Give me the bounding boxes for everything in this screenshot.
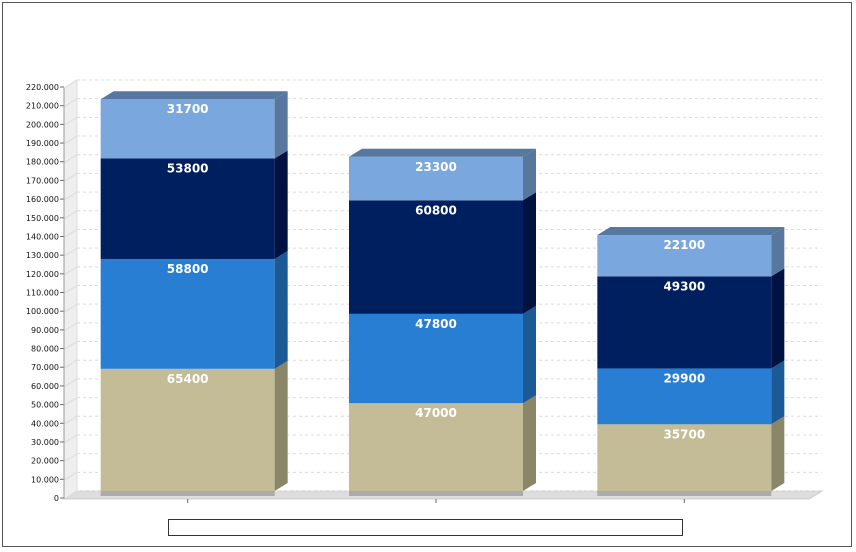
data-label: 47000 <box>415 406 457 420</box>
bar-segment <box>349 313 523 404</box>
y-tick-label: 220.000 <box>26 83 59 92</box>
grid-line-depth <box>63 116 78 126</box>
y-tick-label: 200.000 <box>26 120 59 129</box>
y-tick-label: 90.000 <box>31 326 59 335</box>
bar-segment-side <box>274 360 288 491</box>
grid-line-depth <box>63 322 78 332</box>
y-tick-label: 180.000 <box>26 158 59 167</box>
grid-line-depth <box>63 434 78 444</box>
grid-line-depth <box>63 172 78 182</box>
data-label: 47800 <box>415 317 457 331</box>
bar-base <box>597 491 772 496</box>
data-label: 22100 <box>663 238 705 252</box>
grid-line-depth <box>63 285 78 294</box>
bars <box>100 91 785 496</box>
bar-top-face <box>597 227 785 236</box>
y-tick-label: 140.000 <box>26 232 59 241</box>
bar-segment-side <box>274 150 288 259</box>
y-tick-label: 20.000 <box>31 457 59 466</box>
grid-line-depth <box>63 229 78 238</box>
grid-line-depth <box>63 453 78 463</box>
data-label: 49300 <box>663 279 705 293</box>
bar-segment <box>100 99 275 159</box>
y-tick-label: 30.000 <box>31 438 59 447</box>
y-tick-label: 120.000 <box>26 270 59 279</box>
y-tick-label: 60.000 <box>31 382 59 391</box>
bar-segment <box>100 158 275 259</box>
bar-segment-side <box>771 360 785 425</box>
data-label: 58800 <box>167 262 209 276</box>
grid-line-depth <box>63 378 78 388</box>
bar-base <box>100 491 275 496</box>
y-tick-label: 190.000 <box>26 139 59 148</box>
legend <box>168 519 683 536</box>
grid-line-depth <box>63 397 78 407</box>
y-tick-label: 40.000 <box>31 419 59 428</box>
y-axis: 0 10.000 20.000 30.000 40.000 50.000 60.000 70.… <box>26 83 685 503</box>
bar-segment-side <box>274 91 288 159</box>
grid-line-depth <box>63 191 78 201</box>
grid-line-depth <box>63 490 78 500</box>
y-tick-label: 0 <box>54 494 59 503</box>
bar-segment-side <box>523 148 536 201</box>
data-label: 35700 <box>663 427 705 441</box>
data-labels: 65400 58800 53800 31700 47000 47800 60800 23300… <box>167 102 705 441</box>
y-tick-label: 100.000 <box>26 307 59 316</box>
bar-segment-side <box>523 305 536 404</box>
grid-line-depth <box>63 359 78 369</box>
bar-top-face <box>100 91 288 100</box>
bar-segment <box>597 368 772 425</box>
data-label: 23300 <box>415 160 457 174</box>
bar-segment-side <box>274 250 288 369</box>
bar-segment <box>597 235 772 277</box>
bar-segment-side <box>523 192 536 314</box>
bar-segment-side <box>771 227 785 277</box>
grid-line-depth <box>63 98 78 108</box>
y-tick-label: 10.000 <box>31 475 59 484</box>
grid-line-depth <box>63 471 78 481</box>
bar-segment <box>349 200 523 314</box>
grid-line-depth <box>63 79 78 89</box>
bar-segment-side <box>771 416 785 491</box>
bar-segment <box>597 424 772 491</box>
grid-line-depth <box>63 266 78 276</box>
bar-segment-side <box>523 395 536 491</box>
data-label: 53800 <box>167 161 209 175</box>
y-tick-label: 160.000 <box>26 195 59 204</box>
grid-line-depth <box>63 210 78 220</box>
bar-segment <box>349 156 523 201</box>
bar-segment <box>100 258 275 369</box>
data-label: 60800 <box>415 203 457 217</box>
y-tick-label: 150.000 <box>26 214 59 223</box>
y-tick-label: 130.000 <box>26 251 59 260</box>
grid-line-depth <box>63 303 78 313</box>
bar-segment <box>597 276 772 369</box>
y-tick-label: 80.000 <box>31 345 59 354</box>
grid-line-depth <box>63 154 78 164</box>
data-label: 65400 <box>167 372 209 386</box>
bar-base <box>349 491 523 496</box>
data-label: 31700 <box>167 102 209 116</box>
y-tick-label: 50.000 <box>31 401 59 410</box>
grid-line-depth <box>63 135 78 145</box>
grid-line-depth <box>63 247 78 257</box>
bar-top-face <box>349 148 536 157</box>
bar-segment <box>100 368 275 491</box>
bar-segment <box>349 403 523 491</box>
data-label: 29900 <box>663 371 705 385</box>
y-tick-label: 110.000 <box>26 289 59 298</box>
grid-line-depth <box>63 415 78 425</box>
y-tick-label: 170.000 <box>26 176 59 185</box>
y-tick-label: 210.000 <box>26 102 59 111</box>
y-tick-label: 70.000 <box>31 363 59 372</box>
bar-segment-side <box>771 268 785 369</box>
grid-line-depth <box>63 341 78 350</box>
